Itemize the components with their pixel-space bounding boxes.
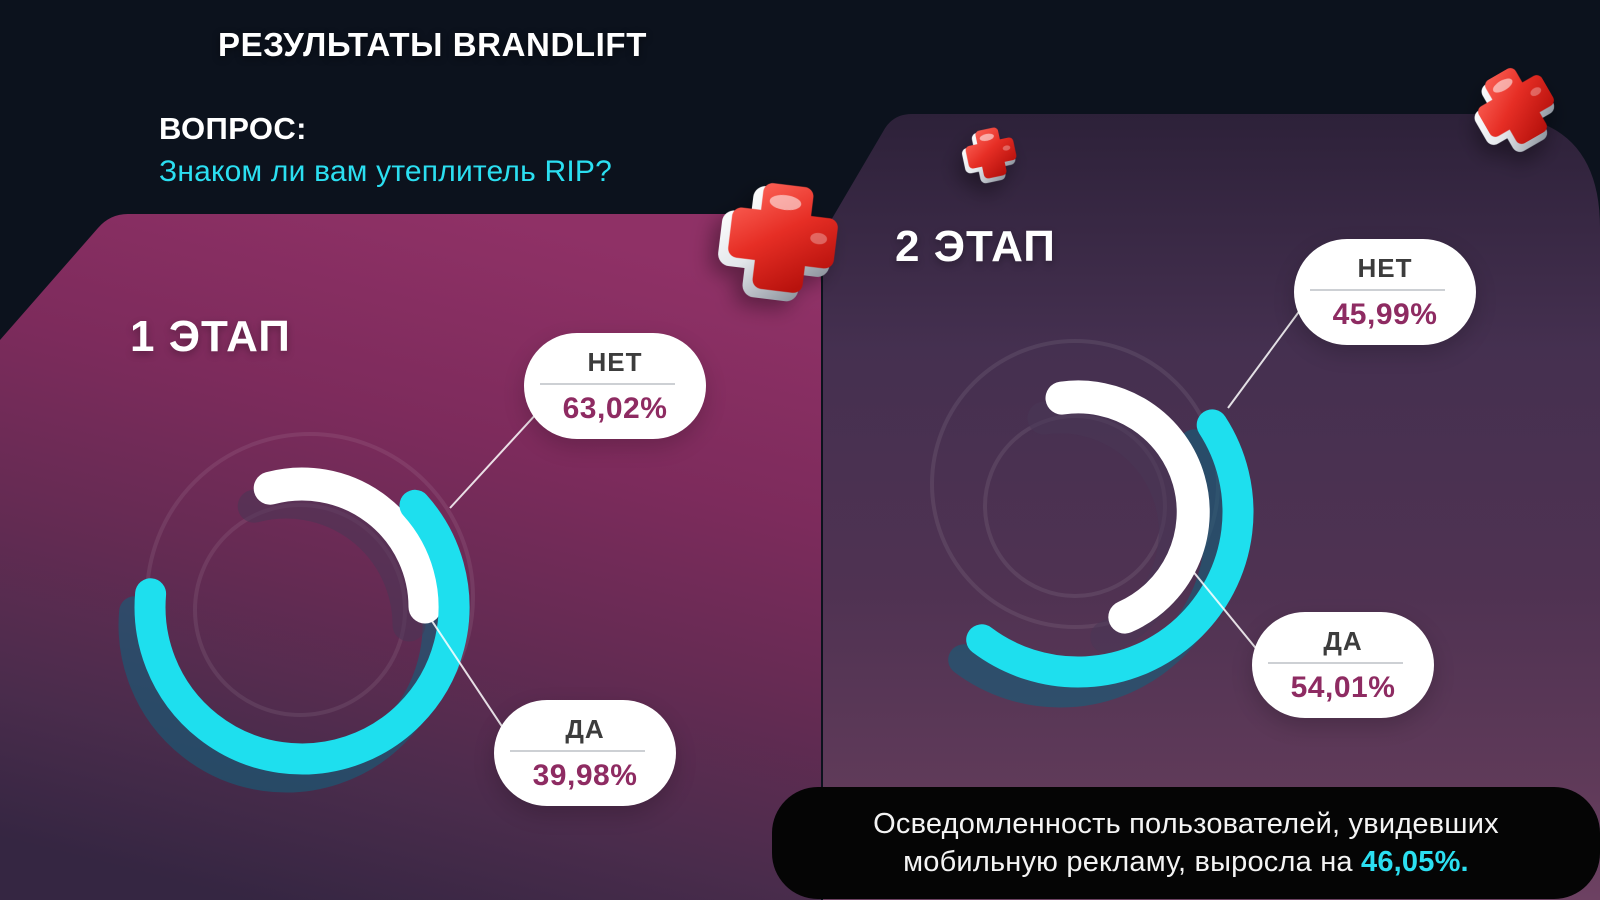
stage2-label: 2 ЭТАП: [895, 222, 1056, 271]
question-text: Знаком ли вам утеплитель RIP?: [159, 155, 612, 188]
bubble-divider: [510, 749, 646, 752]
bubble-label: ДА: [1323, 625, 1363, 656]
bubble-value: 63,02%: [562, 391, 668, 425]
footnote-line2: мобильную рекламу, выросла на 46,05%.: [903, 843, 1469, 881]
arc-segment-НЕТ: [966, 409, 1254, 688]
bubble-label: НЕТ: [1357, 252, 1413, 283]
footnote-box: Осведомленность пользователей, увидевших…: [772, 787, 1600, 899]
footnote-line2-text: мобильную рекламу, выросла на: [903, 846, 1361, 878]
donut-chart-stage1: [118, 432, 475, 793]
stage1-label: 1 ЭТАП: [130, 312, 291, 361]
bubble-label: НЕТ: [587, 346, 643, 377]
bubble-value: 54,01%: [1290, 670, 1396, 704]
arc-segment-ДА: [1045, 380, 1210, 634]
callout-bubble-stage2-no: НЕТ 45,99%: [1294, 239, 1476, 345]
page-title: РЕЗУЛЬТАТЫ BRANDLIFT: [218, 26, 647, 63]
footnote-line1: Осведомленность пользователей, увидевших: [873, 808, 1499, 840]
bubble-value: 39,98%: [532, 758, 638, 792]
donut-chart-stage2: [930, 339, 1254, 708]
footnote-highlight-value: 46,05%.: [1361, 846, 1469, 878]
callout-bubble-stage1-no: НЕТ 63,02%: [524, 333, 706, 439]
question-label: ВОПРОС:: [159, 111, 307, 146]
arc-segment-НЕТ: [134, 489, 470, 775]
callout-bubble-stage2-yes: ДА 54,01%: [1252, 612, 1434, 718]
red-cross-icon: [953, 115, 1029, 191]
bubble-divider: [540, 382, 676, 385]
bubble-value: 45,99%: [1332, 297, 1438, 331]
red-cross-icon: [705, 160, 861, 316]
bubble-divider: [1268, 661, 1404, 664]
bubble-divider: [1310, 288, 1446, 291]
arc-shadow-ДА: [237, 485, 426, 642]
bubble-label: ДА: [565, 713, 605, 744]
arc-segment-ДА: [253, 467, 442, 624]
callout-bubble-stage1-yes: ДА 39,98%: [494, 700, 676, 806]
